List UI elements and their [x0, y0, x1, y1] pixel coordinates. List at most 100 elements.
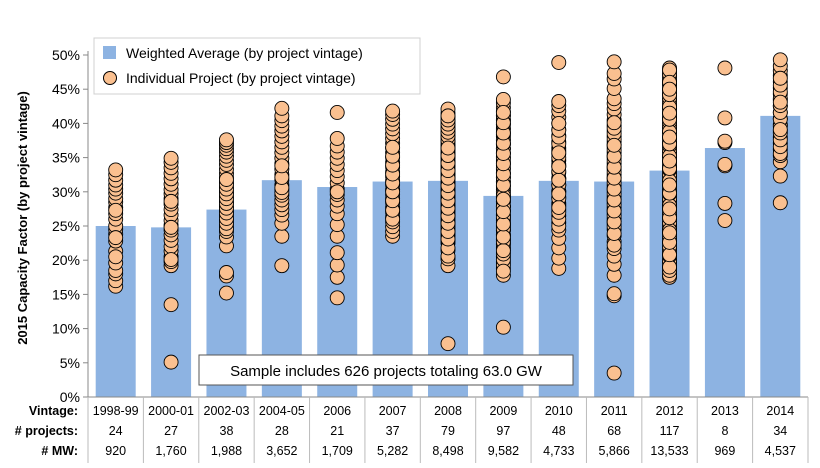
table-cell-projects: 68 [607, 424, 621, 438]
table-cell-projects: 117 [660, 424, 680, 438]
project-point-2011 [606, 137, 622, 153]
project-point-2008 [440, 140, 456, 156]
legend-swatch-dot [103, 71, 117, 85]
y-tick-label: 35% [52, 150, 80, 166]
project-point-2000-01 [163, 297, 179, 313]
legend-label-individual-project: Individual Project (by project vintage) [126, 70, 356, 86]
project-point-2014 [772, 122, 788, 138]
project-point-2011 [606, 286, 622, 302]
table-cell-vintage: 1998-99 [93, 404, 139, 418]
table-cell-projects: 28 [275, 424, 289, 438]
project-point-2013 [717, 213, 733, 228]
project-point-2006 [329, 245, 345, 261]
project-point-2012 [662, 201, 677, 217]
table-cell-projects: 38 [220, 424, 234, 438]
project-point-2013 [717, 110, 733, 126]
project-point-2011 [606, 54, 622, 70]
project-point-1998-99 [108, 162, 124, 178]
project-point-2002-03 [219, 285, 234, 301]
y-tick-label: 15% [52, 286, 80, 302]
project-point-2013 [717, 60, 733, 76]
project-point-2014 [772, 195, 788, 211]
y-tick-label: 40% [52, 115, 80, 131]
project-point-1998-99 [108, 230, 124, 246]
project-point-2013 [717, 133, 733, 149]
project-point-2004-05 [274, 158, 290, 174]
table-cell-vintage: 2004-05 [259, 404, 305, 418]
legend: Weighted Average (by project vintage) In… [93, 37, 421, 95]
dot-series [108, 52, 788, 381]
project-point-2009 [495, 105, 511, 120]
table-cell-projects: 24 [109, 424, 123, 438]
table-cell-projects: 97 [496, 424, 510, 438]
project-point-2000-01 [163, 354, 179, 370]
project-point-2008 [440, 336, 456, 352]
table-cell-projects: 37 [386, 424, 400, 438]
table-cell-mw: 920 [105, 444, 126, 458]
table-cell-vintage: 2013 [711, 404, 739, 418]
table-cell-vintage: 2011 [601, 404, 628, 418]
project-point-2009 [495, 92, 511, 107]
table-cell-vintage: 2007 [379, 404, 407, 418]
table-cell-vintage: 2014 [766, 404, 794, 418]
project-point-2010 [551, 94, 567, 109]
table-cell-vintage: 2012 [656, 404, 684, 418]
y-tick-label: 30% [52, 184, 80, 200]
legend-box [93, 37, 421, 95]
project-point-2014 [772, 52, 788, 68]
table-cell-projects: 79 [441, 424, 455, 438]
project-point-2008 [440, 108, 456, 124]
project-point-2002-03 [219, 172, 234, 187]
table-cell-mw: 1,760 [155, 444, 186, 458]
project-point-2014 [772, 70, 788, 86]
project-point-2009 [495, 263, 511, 279]
y-axis-ticks: 0% 5% 10% 15% 20% 25% 30% 35% 40% 45% 50% [52, 47, 88, 405]
table-cell-vintage: 2002-03 [204, 404, 250, 418]
project-point-2010 [551, 145, 567, 161]
project-point-2013 [717, 156, 733, 172]
sample-note-text: Sample includes 626 projects totaling 63… [230, 363, 543, 380]
project-point-2004-05 [274, 258, 290, 274]
table-cell-vintage: 2010 [545, 404, 573, 418]
table-cell-mw: 13,533 [650, 444, 688, 458]
bar-2013 [704, 148, 745, 397]
table-row-label: # projects: [15, 424, 78, 438]
table-cell-mw: 5,282 [377, 444, 408, 458]
project-point-2014 [772, 94, 788, 110]
table-cell-mw: 4,733 [543, 444, 574, 458]
project-point-2010 [551, 200, 567, 215]
table-cell-vintage: 2008 [434, 404, 462, 418]
project-point-2011 [606, 115, 622, 131]
table-cell-projects: 34 [773, 424, 787, 438]
project-point-1998-99 [108, 202, 124, 218]
project-point-2000-01 [163, 219, 179, 235]
y-axis-label: 2015 Capacity Factor (by project vintage… [15, 91, 30, 345]
table-cell-projects: 48 [552, 424, 566, 438]
project-point-2012 [662, 153, 677, 169]
project-point-2009 [495, 243, 511, 259]
project-point-2010 [551, 172, 567, 188]
table-cell-mw: 4,537 [765, 444, 796, 458]
project-point-2006 [329, 130, 345, 146]
table-cell-mw: 5,866 [599, 444, 630, 458]
project-point-2000-01 [163, 150, 179, 166]
table-cell-vintage: 2000-01 [148, 404, 194, 418]
table-cell-mw: 1,709 [322, 444, 353, 458]
y-tick-label: 20% [52, 252, 80, 268]
project-point-2004-05 [274, 228, 290, 244]
sample-note: Sample includes 626 projects totaling 63… [198, 354, 574, 386]
table-cell-projects: 27 [164, 424, 178, 438]
table-cell-mw: 969 [714, 444, 735, 458]
project-point-2009 [495, 69, 511, 85]
legend-swatch-bar [103, 46, 116, 59]
project-point-2010 [551, 115, 567, 131]
project-point-2000-01 [163, 193, 179, 209]
y-tick-label: 0% [60, 389, 80, 405]
project-point-2004-05 [274, 100, 290, 116]
y-tick-label: 25% [52, 218, 80, 234]
project-point-2009 [495, 229, 511, 245]
table-cell-mw: 1,988 [211, 444, 242, 458]
project-point-2010 [551, 159, 567, 174]
project-point-2012 [662, 81, 677, 97]
project-point-2002-03 [219, 132, 234, 148]
